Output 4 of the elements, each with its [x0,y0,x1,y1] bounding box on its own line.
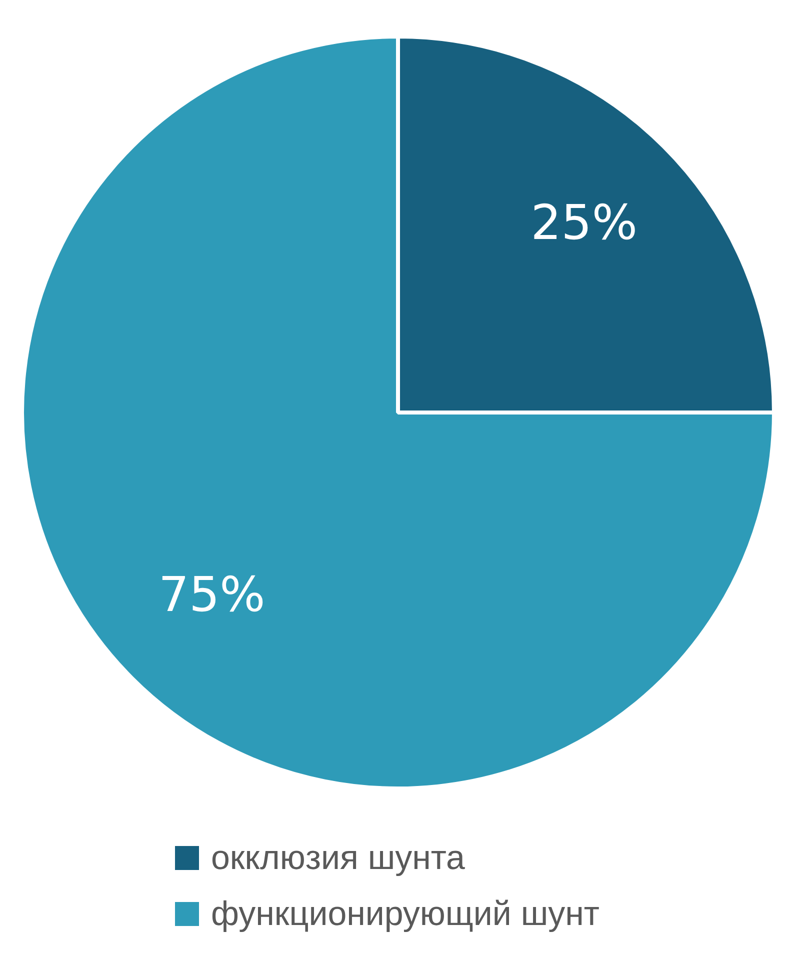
data-label: 75% [158,567,266,624]
legend-label: окклюзия шунта [211,838,465,878]
slice-label: функционирующий шунт [211,894,600,934]
data-label: 25% [530,194,638,251]
